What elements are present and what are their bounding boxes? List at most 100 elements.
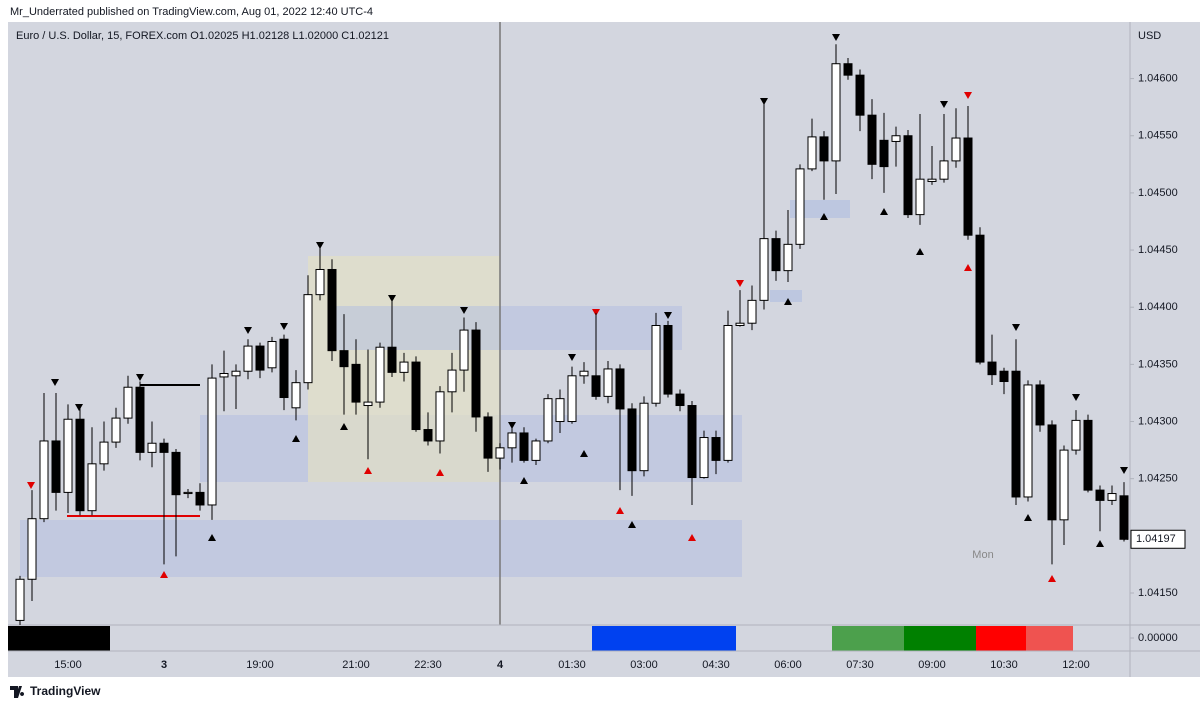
signal-marker bbox=[820, 213, 828, 220]
candle-body bbox=[1083, 419, 1093, 491]
signal-marker bbox=[75, 404, 83, 411]
candle-body bbox=[939, 160, 949, 180]
candle-body bbox=[771, 238, 781, 272]
candle-body bbox=[123, 386, 133, 419]
candle-body bbox=[735, 322, 745, 327]
candle-body bbox=[87, 463, 97, 512]
x-tick-label: 22:30 bbox=[414, 659, 442, 671]
currency: USD bbox=[1138, 30, 1161, 42]
x-tick-label: 19:00 bbox=[246, 659, 274, 671]
signal-marker bbox=[520, 477, 528, 484]
y-tick-label: 1.04250 bbox=[1138, 473, 1178, 485]
published-line: Mr_Underrated published on TradingView.c… bbox=[10, 6, 373, 18]
candle-body bbox=[147, 442, 157, 453]
signal-marker bbox=[1072, 394, 1080, 401]
candle-body bbox=[627, 408, 637, 472]
candle-body bbox=[27, 518, 37, 580]
candle-body bbox=[987, 361, 997, 376]
signal-marker bbox=[340, 423, 348, 430]
signal-marker bbox=[592, 309, 600, 316]
candle-body bbox=[555, 398, 565, 423]
signal-marker bbox=[160, 571, 168, 578]
candle-body bbox=[135, 386, 145, 453]
candle-body bbox=[903, 135, 913, 216]
indicator-pane bbox=[8, 22, 1200, 677]
candle-body bbox=[315, 268, 325, 296]
candle-body bbox=[651, 325, 661, 404]
candle-body bbox=[603, 368, 613, 397]
candle-body bbox=[855, 74, 865, 116]
candle-body bbox=[711, 437, 721, 461]
candle-body bbox=[279, 338, 289, 399]
candle-body bbox=[831, 63, 841, 162]
candle-body bbox=[1095, 489, 1105, 501]
candle-body bbox=[339, 350, 349, 368]
candle-body bbox=[531, 440, 541, 461]
candle-body bbox=[1023, 384, 1033, 498]
signal-marker bbox=[316, 242, 324, 249]
candle-body bbox=[543, 398, 553, 442]
y-tick-label: 1.04300 bbox=[1138, 415, 1178, 427]
candle-body bbox=[207, 377, 217, 506]
signal-marker bbox=[628, 521, 636, 528]
signal-marker bbox=[280, 323, 288, 330]
signal-marker bbox=[964, 264, 972, 271]
candle-body bbox=[1011, 370, 1021, 498]
signal-marker bbox=[51, 379, 59, 386]
candle-body bbox=[351, 363, 361, 403]
candle-body bbox=[495, 447, 505, 459]
candle-body bbox=[891, 135, 901, 142]
signal-marker bbox=[27, 482, 35, 489]
x-tick-label: 07:30 bbox=[846, 659, 874, 671]
candle-body bbox=[663, 325, 673, 395]
candle-body bbox=[843, 63, 853, 76]
zones bbox=[20, 22, 850, 625]
signal-marker bbox=[940, 101, 948, 108]
x-tick-label: 04:30 bbox=[702, 659, 730, 671]
candle-body bbox=[171, 451, 181, 496]
signal-marker bbox=[964, 92, 972, 99]
last-price-box bbox=[1130, 529, 1186, 549]
candle-body bbox=[963, 137, 973, 236]
candle-body bbox=[483, 416, 493, 459]
signal-marker bbox=[364, 467, 372, 474]
signal-marker bbox=[664, 312, 672, 319]
candle-body bbox=[747, 299, 757, 324]
signal-marker bbox=[568, 354, 576, 361]
candle-body bbox=[675, 393, 685, 407]
x-tick-label: 12:00 bbox=[1062, 659, 1090, 671]
candle-body bbox=[1059, 449, 1069, 521]
candle-body bbox=[243, 345, 253, 372]
candle-body bbox=[507, 432, 517, 449]
candle-body bbox=[267, 341, 277, 369]
candle-body bbox=[471, 329, 481, 418]
candle-body bbox=[387, 346, 397, 373]
signal-marker bbox=[244, 327, 252, 334]
candle-body bbox=[759, 238, 769, 301]
candle-body bbox=[723, 325, 733, 461]
y-tick-label: 1.04350 bbox=[1138, 358, 1178, 370]
footer-bg bbox=[0, 677, 1200, 708]
signal-marker bbox=[688, 534, 696, 541]
candle-body bbox=[51, 440, 61, 493]
candle-body bbox=[363, 401, 373, 407]
candle-body bbox=[999, 370, 1009, 383]
signal-marker bbox=[1096, 540, 1104, 547]
candle-body bbox=[915, 178, 925, 216]
signal-marker bbox=[292, 435, 300, 442]
signal-marker bbox=[460, 307, 468, 314]
candle-body bbox=[807, 136, 817, 170]
candle-body bbox=[303, 294, 313, 384]
candle-body bbox=[795, 168, 805, 245]
candle-body bbox=[375, 346, 385, 403]
candle-body bbox=[291, 382, 301, 409]
last-price-label: 1.04197 bbox=[1136, 533, 1176, 545]
candle-body bbox=[399, 361, 409, 373]
y-tick-label: 1.04450 bbox=[1138, 244, 1178, 256]
candle-body bbox=[975, 234, 985, 363]
signal-marker bbox=[784, 298, 792, 305]
indicator-block bbox=[1026, 626, 1073, 651]
candle-body bbox=[99, 441, 109, 465]
candle-body bbox=[1071, 419, 1081, 451]
